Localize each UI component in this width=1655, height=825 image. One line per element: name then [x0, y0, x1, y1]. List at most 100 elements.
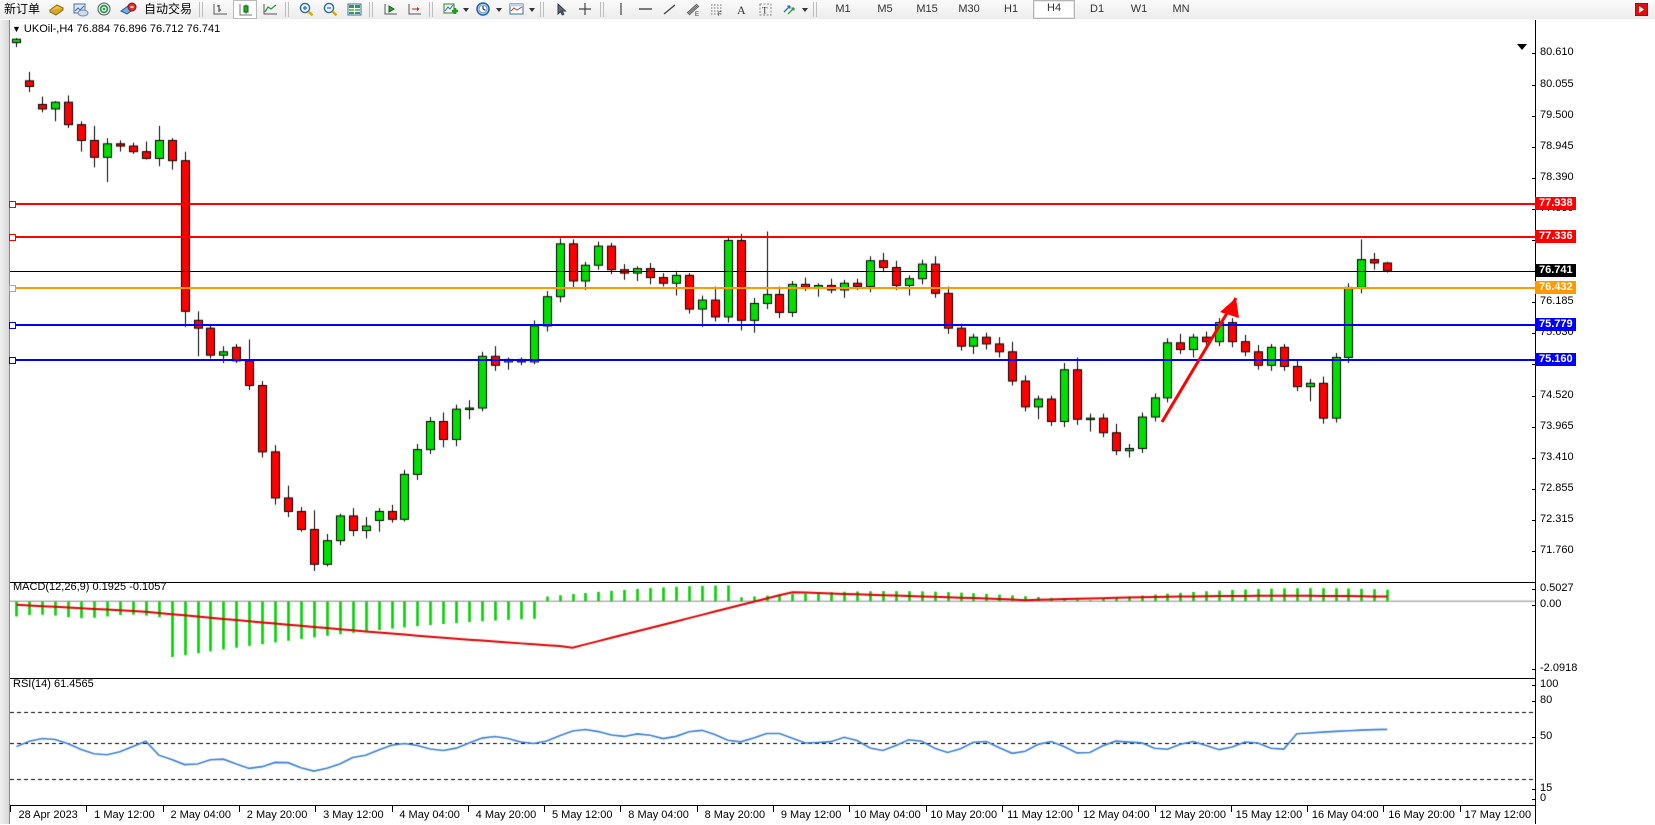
time-tick-mark [1383, 806, 1385, 812]
text-label-icon[interactable]: A [730, 1, 752, 18]
crosshair-icon[interactable] [574, 1, 596, 18]
time-tick-mark [162, 806, 164, 812]
time-tick-label: 15 May 12:00 [1235, 809, 1303, 821]
bar-chart-icon[interactable] [209, 1, 231, 18]
time-tick-mark [10, 806, 11, 812]
horizontal-line-icon[interactable] [634, 1, 656, 18]
bullish-trend-arrow[interactable] [1140, 270, 1270, 430]
timeframe-d1[interactable]: D1 [1090, 3, 1105, 15]
candlestick-chart-icon[interactable] [233, 0, 258, 19]
scroll-right-icon[interactable] [1630, 1, 1652, 18]
toolbar-separator [600, 2, 607, 17]
time-tick-label: 16 May 20:00 [1388, 809, 1455, 821]
time-tick-mark [925, 806, 927, 812]
vertical-line-icon[interactable] [610, 1, 632, 18]
chart-title-bar: ▼ UKOil-,H4 76.884 76.896 76.712 76.741 [12, 23, 220, 35]
time-tick-label: 16 May 04:00 [1311, 809, 1379, 821]
time-tick-mark [1230, 806, 1232, 812]
zoom-in-icon[interactable] [295, 1, 317, 18]
time-tick-mark [238, 806, 240, 812]
chart-vertical-scrollbar[interactable] [0, 20, 10, 824]
auto-trading-button[interactable]: 自动交易 [144, 2, 193, 16]
trendline-icon[interactable] [658, 1, 680, 18]
navigator-icon[interactable] [93, 1, 115, 18]
line-chart-icon[interactable] [259, 1, 281, 18]
price-level-tag[interactable]: 75.779 [1535, 317, 1576, 331]
arrows-dropdown-caret[interactable] [801, 1, 808, 18]
time-tick-mark [773, 806, 774, 812]
price-level-tag[interactable]: 76.741 [1535, 263, 1576, 277]
timeframe-w1[interactable]: W1 [1130, 3, 1148, 15]
toolbar-separator [429, 2, 436, 17]
macd-panel-label: MACD(12,26,9) 0.1925 -0.1057 [13, 581, 167, 593]
zoom-out-icon[interactable] [319, 1, 341, 18]
time-tick-mark [1307, 806, 1309, 812]
timeframe-m5[interactable]: M5 [877, 3, 893, 15]
period-clock-icon[interactable] [472, 1, 494, 18]
equidistant-channel-icon[interactable]: E [682, 1, 704, 18]
cursor-icon[interactable] [550, 1, 572, 18]
text-box-icon[interactable]: T [754, 1, 776, 18]
time-tick-label: 8 May 20:00 [704, 809, 766, 821]
expert-advisor-icon[interactable] [45, 1, 67, 18]
svg-text:T: T [762, 6, 768, 16]
macd-plot[interactable] [10, 583, 1536, 677]
time-tick-label: 4 May 20:00 [475, 809, 537, 821]
triangle-down-icon[interactable]: ▼ [12, 24, 21, 34]
svg-text:E: E [695, 12, 699, 17]
templates-icon[interactable] [505, 1, 527, 18]
data-window-icon[interactable] [69, 1, 91, 18]
templates-dropdown-caret[interactable] [528, 1, 535, 18]
time-tick-mark [620, 806, 622, 812]
time-tick-mark [467, 806, 469, 812]
toolbar-separator [199, 2, 206, 17]
price-level-tag[interactable]: 76.432 [1535, 281, 1576, 295]
price-level-tag[interactable]: 77.938 [1535, 196, 1576, 210]
time-tick-mark [1459, 806, 1461, 812]
time-tick-label: 3 May 12:00 [323, 809, 384, 821]
timeframe-h4[interactable]: H4 [1033, 0, 1076, 19]
time-tick-mark [1154, 806, 1156, 812]
auto-trading-icon[interactable] [117, 1, 139, 18]
chart-window: ▼ UKOil-,H4 76.884 76.896 76.712 76.741 M… [0, 19, 1655, 824]
svg-text:F: F [718, 12, 722, 17]
rsi-plot[interactable] [10, 679, 1536, 804]
timeframe-m1[interactable]: M1 [835, 3, 851, 15]
toolbar-separator [813, 2, 820, 17]
price-level-tag[interactable]: 77.336 [1535, 230, 1576, 244]
candlestick-plot[interactable] [10, 37, 1536, 582]
time-tick-mark [1078, 806, 1080, 812]
time-tick-label: 1 May 12:00 [94, 809, 155, 821]
time-tick-mark [315, 806, 317, 812]
time-tick-label: 10 May 04:00 [854, 809, 921, 821]
time-tick-mark [849, 806, 851, 812]
time-scale[interactable]: 28 Apr 2023 1 May 12:00 2 May 04:00 2 May 2… [10, 805, 1536, 825]
timeframe-m15[interactable]: M15 [916, 3, 938, 15]
fibonacci-icon[interactable]: F [706, 1, 728, 18]
price-scale[interactable]: 80.61080.05579.50078.94578.39077.83577.2… [1532, 20, 1655, 824]
data-grid-icon[interactable] [343, 1, 365, 18]
new-order-button[interactable]: 新订单 [4, 2, 41, 16]
arrows-icon[interactable] [778, 1, 800, 18]
timeframe-h1[interactable]: H1 [1004, 3, 1019, 15]
add-indicator-icon[interactable] [439, 1, 461, 18]
add-indicator-dropdown-caret[interactable] [462, 1, 469, 18]
svg-text:A: A [737, 3, 746, 17]
time-tick-mark [544, 806, 546, 812]
time-tick-label: 2 May 04:00 [170, 809, 232, 821]
toolbar-separator [285, 2, 292, 17]
time-tick-label: 5 May 12:00 [551, 809, 613, 821]
auto-scroll-icon[interactable] [379, 1, 401, 18]
time-tick-label: 17 May 12:00 [1464, 809, 1532, 821]
timeframe-m30[interactable]: M30 [958, 3, 980, 15]
time-tick-label: 8 May 04:00 [628, 809, 689, 821]
time-tick-label: 2 May 20:00 [246, 809, 308, 821]
macd-panel-bottom-border [10, 678, 1536, 679]
price-panel-bottom-border [10, 582, 1536, 583]
timeframe-mn[interactable]: MN [1172, 3, 1190, 15]
time-tick-label: 9 May 12:00 [780, 809, 842, 821]
period-dropdown-caret[interactable] [495, 1, 502, 18]
price-level-tag[interactable]: 75.160 [1535, 352, 1576, 366]
toolbar-separator [369, 2, 376, 17]
chart-shift-icon[interactable] [403, 1, 425, 18]
